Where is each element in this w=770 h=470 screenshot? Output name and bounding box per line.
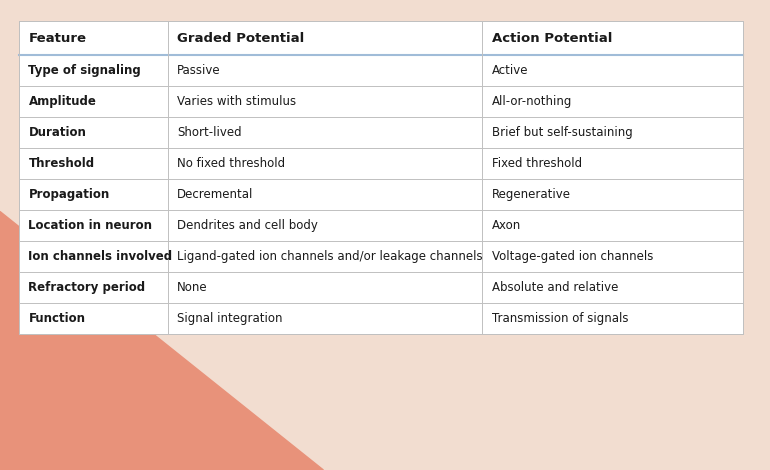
Text: Amplitude: Amplitude (28, 95, 96, 108)
Text: Dendrites and cell body: Dendrites and cell body (177, 219, 318, 232)
Text: Location in neuron: Location in neuron (28, 219, 152, 232)
Text: Passive: Passive (177, 64, 220, 77)
Text: Type of signaling: Type of signaling (28, 64, 141, 77)
Text: None: None (177, 281, 207, 294)
Text: Axon: Axon (492, 219, 521, 232)
Text: Signal integration: Signal integration (177, 312, 283, 325)
Text: Graded Potential: Graded Potential (177, 31, 304, 45)
Text: Decremental: Decremental (177, 188, 253, 201)
Text: Duration: Duration (28, 126, 86, 139)
Text: Propagation: Propagation (28, 188, 110, 201)
Polygon shape (0, 212, 323, 470)
Text: No fixed threshold: No fixed threshold (177, 157, 285, 170)
Text: Ligand-gated ion channels and/or leakage channels: Ligand-gated ion channels and/or leakage… (177, 250, 483, 263)
Text: Ion channels involved: Ion channels involved (28, 250, 172, 263)
Text: Active: Active (492, 64, 528, 77)
Text: Refractory period: Refractory period (28, 281, 146, 294)
Text: Fixed threshold: Fixed threshold (492, 157, 582, 170)
Text: All-or-nothing: All-or-nothing (492, 95, 572, 108)
Text: Brief but self-sustaining: Brief but self-sustaining (492, 126, 632, 139)
Text: Absolute and relative: Absolute and relative (492, 281, 618, 294)
Text: Varies with stimulus: Varies with stimulus (177, 95, 296, 108)
Text: Threshold: Threshold (28, 157, 95, 170)
Text: Action Potential: Action Potential (492, 31, 612, 45)
Text: Voltage-gated ion channels: Voltage-gated ion channels (492, 250, 653, 263)
Text: Regenerative: Regenerative (492, 188, 571, 201)
Text: Short-lived: Short-lived (177, 126, 242, 139)
Text: Feature: Feature (28, 31, 86, 45)
FancyBboxPatch shape (19, 21, 743, 334)
Text: Transmission of signals: Transmission of signals (492, 312, 628, 325)
Text: Function: Function (28, 312, 85, 325)
